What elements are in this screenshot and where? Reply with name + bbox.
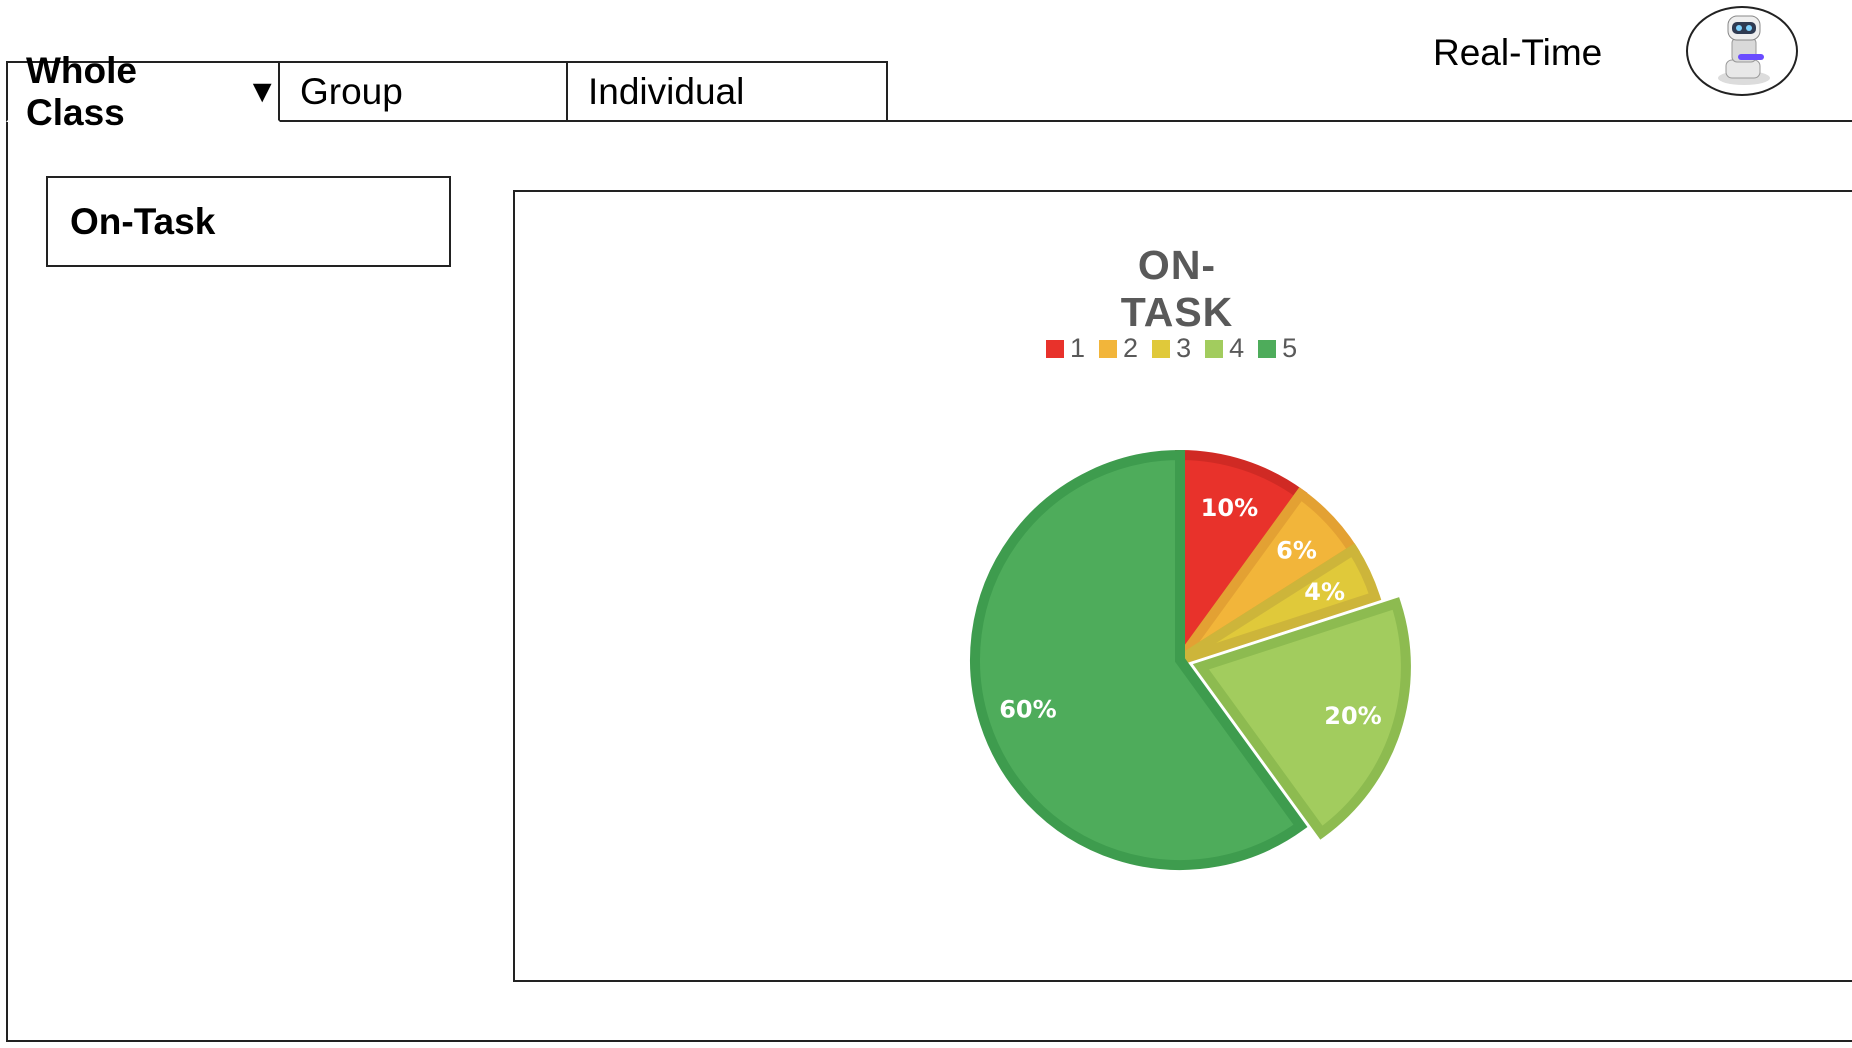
legend-item: 5 xyxy=(1258,333,1297,364)
on-task-pie-chart: 10% 6% 4% 20% 60% xyxy=(970,449,1411,870)
legend-item: 4 xyxy=(1205,333,1244,364)
content-panel xyxy=(6,120,1852,1042)
data-label-1: 10% xyxy=(1201,494,1258,522)
chart-title: ON-TASK xyxy=(1120,242,1234,335)
legend-label: 1 xyxy=(1070,333,1086,363)
pie-slice-3 xyxy=(1177,543,1382,665)
tab-label-individual: Individual xyxy=(588,70,745,112)
realtime-label[interactable]: Real-Time xyxy=(1433,32,1603,73)
metric-title: On-Task xyxy=(70,200,216,242)
legend-label: 2 xyxy=(1123,333,1139,363)
tab-label-whole-class: Whole Class xyxy=(26,49,137,133)
tab-whole-class[interactable]: Whole Class ▼ xyxy=(6,50,280,133)
triangle-down-icon[interactable]: ▼ xyxy=(246,73,278,109)
legend-item: 2 xyxy=(1099,333,1138,364)
legend-label: 5 xyxy=(1282,333,1298,363)
legend-swatch xyxy=(1152,339,1171,358)
metric-selector[interactable]: On-Task xyxy=(46,176,451,267)
tab-group[interactable]: Group xyxy=(278,61,568,122)
view-tabs: Whole Class ▼ Group Individual xyxy=(6,50,888,133)
robot-avatar-icon[interactable] xyxy=(1686,6,1798,96)
legend-label: 4 xyxy=(1229,333,1245,363)
tab-individual[interactable]: Individual xyxy=(566,61,888,122)
pie-slice-1 xyxy=(1175,449,1308,676)
tab-label-group: Group xyxy=(300,70,403,112)
legend-item: 3 xyxy=(1152,333,1191,364)
pie-slice-4 xyxy=(1192,597,1411,840)
chart-frame xyxy=(513,190,1852,982)
data-label-3: 4% xyxy=(1304,578,1345,606)
legend-swatch xyxy=(1046,339,1064,358)
data-label-4: 20% xyxy=(1324,702,1381,730)
legend-swatch xyxy=(1205,339,1224,358)
chart-legend: 1 2 3 4 5 xyxy=(1046,333,1297,364)
legend-label: 3 xyxy=(1176,333,1192,363)
legend-swatch xyxy=(1258,339,1277,358)
data-label-5: 60% xyxy=(999,695,1056,723)
pie-slice-5 xyxy=(970,449,1308,870)
legend-swatch xyxy=(1099,339,1118,358)
data-label-2: 6% xyxy=(1276,537,1317,565)
legend-item: 1 xyxy=(1046,333,1085,364)
